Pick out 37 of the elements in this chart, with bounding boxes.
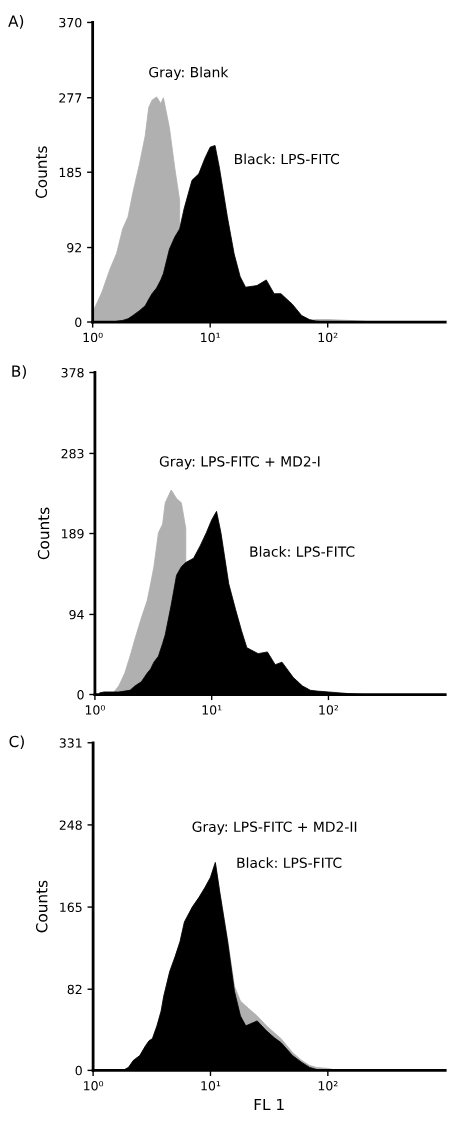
y-tick-label: 0 <box>75 317 82 327</box>
y-tick-label: 92 <box>67 243 81 253</box>
y-tick-label: 0 <box>77 689 84 700</box>
y-tick-label: 0 <box>75 1065 82 1076</box>
x-tick-label: 10¹ <box>202 705 222 715</box>
x-axis-title: FL 1 <box>254 1098 284 1111</box>
y-tick-label: 165 <box>60 902 82 912</box>
x-tick-label: 10² <box>318 1081 338 1091</box>
x-tick-label: 10⁰ <box>85 705 105 715</box>
annotation: Black: LPS-FITC <box>250 546 355 557</box>
chart-title: A) <box>8 15 24 29</box>
y-tick-label: 277 <box>59 93 82 103</box>
x-tick-label: 10² <box>318 332 338 343</box>
x-tick-label: 10⁰ <box>84 1081 104 1091</box>
annotation: Gray: Blank <box>149 66 229 81</box>
x-tick-label: 10² <box>319 705 339 715</box>
y-axis-title: Counts <box>37 507 50 560</box>
annotation: Gray: LPS-FITC + MD2-I <box>159 456 320 470</box>
chart-title: C) <box>9 735 24 749</box>
annotation: Gray: LPS-FITC + MD2-II <box>192 821 357 835</box>
y-axis-title: Counts <box>35 880 48 933</box>
y-tick-label: 283 <box>61 448 84 459</box>
y-tick-label: 189 <box>62 528 84 539</box>
chart-title: B) <box>12 365 26 379</box>
y-tick-label: 370 <box>59 17 82 28</box>
x-tick-label: 10¹ <box>201 1081 221 1091</box>
y-tick-label: 185 <box>59 167 82 178</box>
x-tick-label: 10⁰ <box>83 332 103 343</box>
y-tick-label: 248 <box>59 820 82 830</box>
y-tick-label: 94 <box>69 609 84 620</box>
annotation: Black: LPS-FITC <box>235 153 339 165</box>
y-tick-label: 82 <box>67 984 82 995</box>
x-tick-label: 10¹ <box>201 332 220 343</box>
y-tick-label: 378 <box>61 367 84 378</box>
y-axis-title: Counts <box>35 146 48 199</box>
annotation: Black: LPS-FITC <box>237 857 342 869</box>
y-tick-label: 331 <box>59 738 82 748</box>
